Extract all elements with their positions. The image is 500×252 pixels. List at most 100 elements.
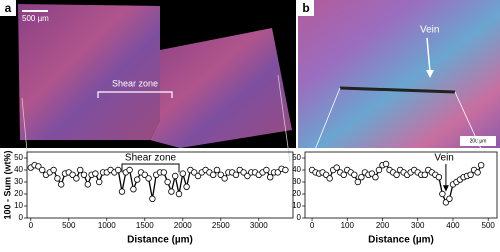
data-point: [477, 161, 485, 169]
y-tick-label: 0: [19, 213, 24, 222]
panel-label-box: [0, 0, 16, 16]
data-point: [84, 181, 91, 188]
arrow: [426, 37, 431, 73]
plot-frame: [26, 151, 294, 219]
data-point: [354, 178, 362, 186]
micrograph: [298, 0, 500, 148]
x-tick-label: 500: [482, 221, 496, 230]
data-point: [393, 171, 400, 178]
data-point: [118, 188, 126, 195]
arrow-head: [426, 70, 434, 78]
data-point: [179, 170, 186, 177]
data-point: [133, 176, 141, 183]
data-point: [232, 171, 240, 178]
data-point: [141, 171, 148, 178]
data-point: [209, 171, 217, 178]
data-point: [274, 169, 281, 176]
y-tick-label: 20: [292, 189, 301, 198]
data-point: [240, 169, 247, 176]
data-point: [92, 170, 99, 177]
panel-label: a: [5, 1, 12, 15]
micrograph: [18, 4, 160, 140]
data-point: [467, 171, 474, 178]
x-tick-label: 2000: [174, 221, 192, 230]
data-point: [73, 175, 80, 182]
scale-label: 200 µm: [470, 138, 487, 144]
y-tick-label: 50: [14, 153, 23, 162]
x-axis-label: Distance (µm): [368, 235, 434, 246]
data-point: [145, 175, 152, 182]
data-point: [326, 175, 333, 182]
data-point: [76, 166, 84, 174]
connector: [454, 91, 488, 163]
data-point: [58, 181, 65, 188]
data-point: [340, 171, 347, 178]
micrograph: [150, 28, 292, 148]
data-point: [194, 172, 202, 180]
data-point: [114, 166, 122, 174]
y-tick-label: 20: [14, 189, 23, 198]
data-point: [183, 183, 190, 190]
data-point: [217, 171, 224, 178]
annotation: Vein: [434, 153, 453, 164]
data-point: [190, 169, 198, 176]
data-point: [126, 166, 133, 174]
x-tick-label: 400: [446, 221, 460, 230]
y-tick-label: 10: [14, 201, 23, 210]
x-tick-label: 1000: [98, 221, 116, 230]
panel-label: b: [302, 1, 309, 15]
data-point: [39, 166, 46, 174]
data-point: [213, 166, 221, 174]
photo-annotation: Vein: [420, 25, 439, 36]
x-tick-label: 0: [310, 221, 315, 230]
connector: [309, 87, 341, 163]
data-point: [446, 195, 453, 202]
data-point: [382, 160, 390, 168]
x-tick-label: 0: [29, 221, 34, 230]
data-point: [175, 190, 183, 198]
data-point: [80, 171, 88, 178]
connector: [277, 74, 291, 163]
data-point: [244, 172, 251, 180]
scale-box: [460, 136, 496, 146]
data-point: [95, 178, 103, 186]
data-point: [263, 166, 270, 174]
data-point: [474, 169, 481, 176]
x-tick-label: 3000: [250, 221, 268, 230]
y-tick-label: 40: [14, 165, 23, 174]
data-point: [435, 173, 443, 181]
data-point: [164, 178, 171, 186]
y-tick-label: 50: [292, 153, 301, 162]
x-tick-label: 2500: [212, 221, 230, 230]
data-point: [333, 164, 340, 171]
y-tick-label: 0: [297, 213, 302, 222]
data-point: [168, 188, 175, 195]
photo-annotation: Shear zone: [112, 78, 158, 88]
data-point: [54, 175, 61, 182]
scale-label: 500 µm: [22, 14, 49, 23]
data-point: [69, 171, 76, 178]
data-point: [130, 185, 137, 193]
bracket: [97, 91, 173, 98]
x-tick-label: 1500: [136, 221, 154, 230]
data-point: [50, 166, 57, 174]
y-tick-label: 30: [14, 177, 23, 186]
annotation: Shear zone: [125, 153, 177, 164]
x-tick-label: 200: [376, 221, 390, 230]
data-point: [351, 171, 358, 178]
y-tick-label: 10: [292, 201, 301, 210]
y-tick-label: 40: [292, 165, 301, 174]
traverse: [339, 86, 456, 94]
x-tick-label: 500: [62, 221, 76, 230]
x-tick-label: 100: [341, 221, 355, 230]
data-point: [375, 166, 383, 174]
data-point: [358, 173, 365, 181]
data-point: [160, 169, 167, 176]
data-point: [372, 173, 379, 181]
x-tick-label: 300: [411, 221, 425, 230]
data-point: [439, 190, 446, 198]
bracket: [121, 163, 180, 173]
data-point: [267, 173, 274, 181]
data-point: [35, 163, 42, 170]
